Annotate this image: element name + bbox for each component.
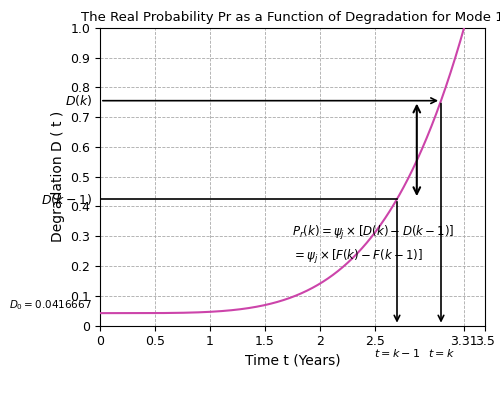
- Text: $D_0=0.0416667$: $D_0=0.0416667$: [10, 298, 92, 312]
- X-axis label: Time t (Years): Time t (Years): [244, 354, 340, 368]
- Text: $D(k)$: $D(k)$: [64, 93, 92, 108]
- Title: The Real Probability Pr as a Function of Degradation for Mode 1: The Real Probability Pr as a Function of…: [81, 11, 500, 24]
- Y-axis label: Degradation D ( t ): Degradation D ( t ): [50, 111, 64, 242]
- Text: $P_r(k)=\psi_j \times [D(k)-D(k-1)]$
$=\psi_j \times [F(k)-F(k-1)]$: $P_r(k)=\psi_j \times [D(k)-D(k-1)]$ $=\…: [292, 224, 455, 266]
- Text: $t=k$: $t=k$: [428, 347, 454, 359]
- Text: $t=k-1$: $t=k-1$: [374, 347, 420, 359]
- Text: $D(k-1)$: $D(k-1)$: [42, 191, 92, 206]
